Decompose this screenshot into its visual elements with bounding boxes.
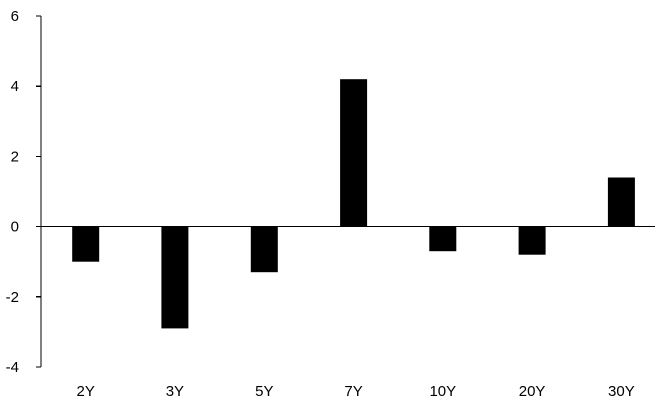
x-tick-label: 30Y (608, 383, 635, 400)
y-tick-label: 4 (11, 78, 19, 95)
x-tick-label: 7Y (344, 383, 362, 400)
y-tick-label: -2 (6, 289, 19, 306)
bar-7y (340, 79, 368, 227)
bar-3y (161, 226, 189, 329)
bar-20y (518, 226, 546, 255)
y-tick-label: 0 (11, 219, 19, 236)
x-tick-label: 5Y (255, 383, 273, 400)
bar-5y (250, 226, 278, 273)
x-tick-label: 2Y (77, 383, 95, 400)
x-tick-label: 20Y (519, 383, 546, 400)
y-tick-label: 6 (11, 8, 19, 25)
x-tick-label: 10Y (429, 383, 456, 400)
x-tick-label: 3Y (166, 383, 184, 400)
y-tick-label: 2 (11, 148, 19, 165)
y-tick-label: -4 (6, 359, 19, 376)
bars (72, 79, 635, 329)
bar-10y (429, 226, 457, 252)
bar-2y (72, 226, 100, 262)
x-axis: 2Y 3Y 5Y 7Y 10Y 20Y 30Y (41, 226, 655, 400)
y-axis: -4 -2 0 2 4 6 (6, 8, 42, 376)
bar-30y (607, 177, 635, 227)
